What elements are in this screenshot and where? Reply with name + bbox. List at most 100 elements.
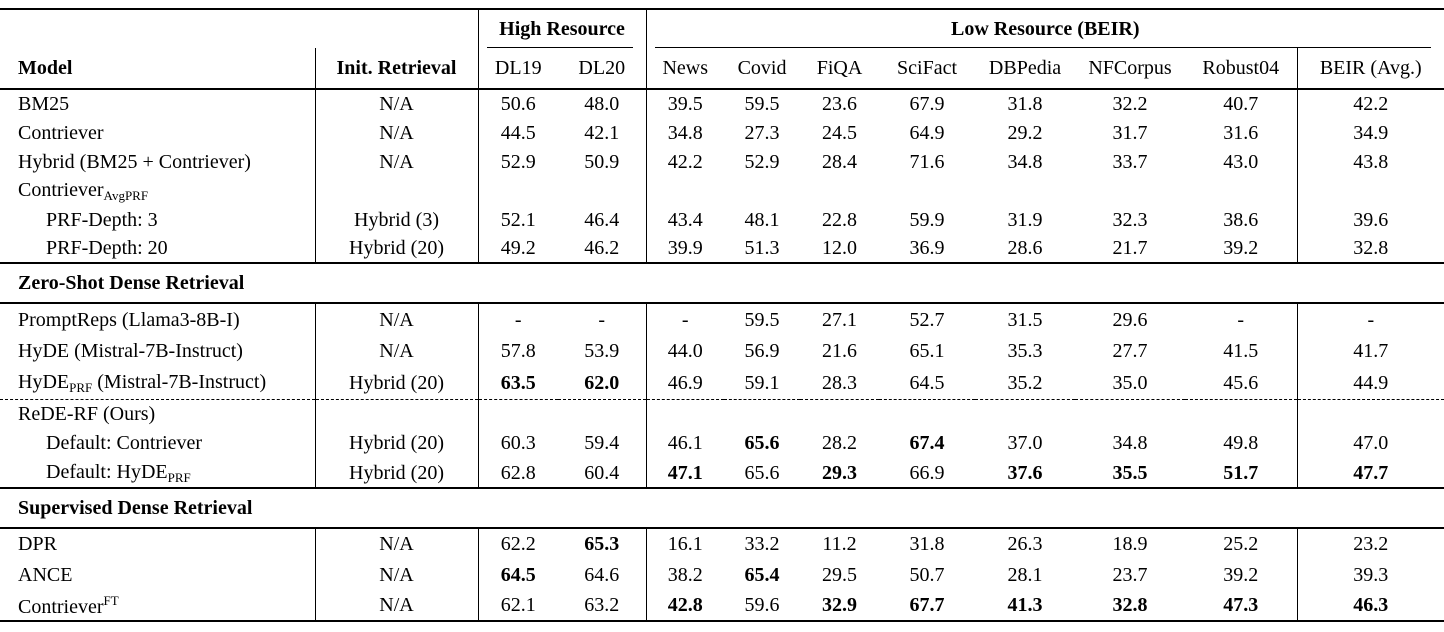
value-cell: 42.2 xyxy=(1353,93,1389,115)
init-retrieval-cell: N/A xyxy=(315,89,479,118)
group-header-row: High Resource Low Resource (BEIR) xyxy=(0,9,1444,48)
table-row: BM25 N/A 50.6 48.0 39.5 59.5 23.6 67.9 31.8 32.2 4… xyxy=(0,89,1444,118)
value-cell: - xyxy=(1367,308,1375,331)
value-cell: 21.6 xyxy=(822,340,858,362)
value-cell: 42.1 xyxy=(558,118,647,147)
model-cell: ANCE xyxy=(0,559,316,590)
table-row: PRF-Depth: 3 Hybrid (3) 52.1 46.4 43.4 48.1 22… xyxy=(0,205,1444,234)
model-cell: Contriever xyxy=(0,118,316,147)
value-cell: 45.6 xyxy=(1185,367,1298,399)
value-cell: 42.2 xyxy=(667,150,703,173)
model-name-supscript: FT xyxy=(103,592,119,608)
init-retrieval-cell xyxy=(315,398,479,428)
model-cell: ContrieverAvgPRF xyxy=(0,176,316,205)
value-cell: 67.9 xyxy=(909,93,945,115)
value-cell: 28.4 xyxy=(822,150,858,173)
value-cell: 46.2 xyxy=(558,234,647,263)
value-cell: 59.9 xyxy=(909,208,945,231)
table-row: ReDE-RF (Ours) xyxy=(0,398,1444,428)
value-cell: 62.0 xyxy=(558,367,647,399)
value-cell: 65.6 xyxy=(744,432,780,454)
table-row: PromptReps (Llama3-8B-I) N/A - - - 59.5 27.1 52… xyxy=(0,303,1444,335)
value-cell: 65.1 xyxy=(909,340,945,362)
value-cell: 29.6 xyxy=(1112,308,1148,331)
value-cell: 48.0 xyxy=(558,89,647,118)
value-cell: 23.7 xyxy=(1112,563,1148,586)
init-retrieval-cell: N/A xyxy=(315,559,479,590)
value-cell: 11.2 xyxy=(822,533,857,555)
value-cell: 52.1 xyxy=(500,208,536,231)
value-cell xyxy=(800,176,879,205)
table-row: ContrieverFT N/A 62.1 63.2 42.8 59.6 32.9 67.7 4… xyxy=(0,590,1444,621)
value-cell: 28.3 xyxy=(822,371,858,394)
column-header: News xyxy=(646,48,725,90)
value-cell: 59.5 xyxy=(744,93,780,115)
value-cell: 52.9 xyxy=(500,150,536,173)
value-cell: 38.2 xyxy=(667,563,703,586)
section-header: Supervised Dense Retrieval xyxy=(0,487,1444,529)
value-cell: 46.9 xyxy=(667,371,703,394)
model-cell: PRF-Depth: 20 xyxy=(0,234,316,263)
value-cell xyxy=(478,176,558,205)
column-header: Model xyxy=(0,48,316,90)
value-cell: 25.2 xyxy=(1185,528,1298,559)
model-cell: Default: Contriever xyxy=(0,428,316,458)
value-cell: - xyxy=(514,308,522,331)
value-cell xyxy=(724,176,800,205)
value-cell: 39.5 xyxy=(667,93,703,115)
value-cell: 33.7 xyxy=(1112,150,1148,173)
value-cell: 52.9 xyxy=(744,150,780,173)
results-table: High Resource Low Resource (BEIR) Model Ini… xyxy=(0,8,1444,622)
model-name-text: PromptReps (Llama3-8B-I) xyxy=(18,308,240,331)
value-cell: 42.8 xyxy=(667,594,703,616)
value-cell xyxy=(558,176,647,205)
value-cell: 31.9 xyxy=(1007,208,1043,231)
value-cell: 44.9 xyxy=(1353,371,1389,394)
value-cell: 29.3 xyxy=(822,461,858,484)
model-cell: HyDE (Mistral-7B-Instruct) xyxy=(0,335,316,367)
model-name-text: Contriever xyxy=(18,595,104,618)
init-retrieval-cell: Hybrid (20) xyxy=(315,234,479,263)
column-header-row: Model Init. Retrieval DL19 DL20 News Covid FiQ… xyxy=(0,48,1444,90)
table-row: PRF-Depth: 20 Hybrid (20) 49.2 46.2 39.9 51.3… xyxy=(0,234,1444,263)
value-cell: 27.3 xyxy=(744,121,780,144)
value-cell: 33.2 xyxy=(744,533,780,555)
value-cell xyxy=(1185,398,1298,428)
model-name-text: Default: HyDE xyxy=(46,460,168,483)
value-cell: 23.2 xyxy=(1353,533,1389,555)
init-retrieval-cell: N/A xyxy=(315,303,479,335)
group-header: Low Resource (BEIR) xyxy=(646,9,1444,48)
value-cell: 51.7 xyxy=(1185,458,1298,488)
value-cell: 44.0 xyxy=(667,340,703,362)
value-cell: 48.1 xyxy=(744,208,780,231)
value-cell: 36.9 xyxy=(909,237,945,259)
value-cell: 46.1 xyxy=(667,432,703,454)
value-cell: 32.3 xyxy=(1112,208,1148,231)
value-cell: 47.3 xyxy=(1185,590,1298,621)
value-cell: 44.5 xyxy=(500,121,536,144)
value-cell: 35.0 xyxy=(1112,371,1148,394)
value-cell: 47.7 xyxy=(1353,461,1389,484)
value-cell: 24.5 xyxy=(822,121,858,144)
value-cell: 28.6 xyxy=(1007,237,1043,259)
value-cell: 67.4 xyxy=(909,432,945,454)
value-cell: 46.3 xyxy=(1353,594,1389,616)
value-cell: 27.7 xyxy=(1112,340,1148,362)
value-cell: 12.0 xyxy=(822,237,858,259)
model-name-text: BM25 xyxy=(18,93,70,115)
value-cell: 49.2 xyxy=(500,237,536,259)
value-cell: 21.7 xyxy=(1112,237,1148,259)
value-cell: 32.9 xyxy=(822,594,858,616)
column-header: SciFact xyxy=(879,48,976,90)
model-name-text: PRF-Depth: 20 xyxy=(46,237,168,259)
init-retrieval-cell xyxy=(315,176,479,205)
table-row: ContrieverAvgPRF xyxy=(0,176,1444,205)
init-retrieval-cell: N/A xyxy=(315,528,479,559)
value-cell: 59.6 xyxy=(744,594,780,616)
value-cell: 34.8 xyxy=(1112,432,1148,454)
value-cell: 59.1 xyxy=(744,371,780,394)
value-cell: 51.3 xyxy=(744,237,780,259)
value-cell: 23.6 xyxy=(822,93,858,115)
section-header: Zero-Shot Dense Retrieval xyxy=(0,262,1444,304)
value-cell: 28.2 xyxy=(822,432,858,454)
